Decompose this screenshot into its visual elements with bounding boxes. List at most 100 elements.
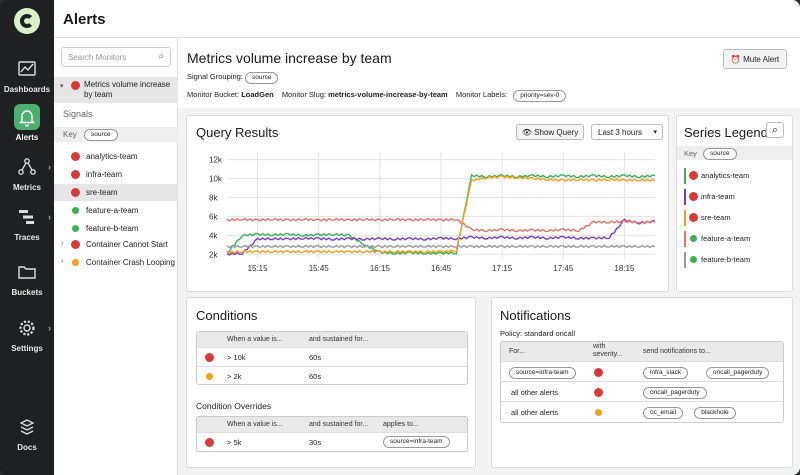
legend-key-label: Key <box>684 149 697 158</box>
nav-metrics-label: Metrics <box>12 183 41 192</box>
severity-red-icon <box>72 241 79 248</box>
signal-grouping-pill: source <box>244 72 279 84</box>
condition-row: > 10k 60s <box>197 347 467 366</box>
signal-item[interactable]: sre-team <box>54 184 178 201</box>
override-value: > 5k <box>227 438 242 447</box>
search-placeholder: Search Monitors <box>68 53 127 62</box>
header: Alerts <box>54 0 800 38</box>
severity-orange-icon <box>206 373 213 380</box>
y-tick-label: 6k <box>209 212 218 221</box>
condition-value: > 10k <box>227 353 246 362</box>
monitor-header: Metrics volume increase by team ⏰ Mute A… <box>178 38 800 108</box>
nav-settings[interactable]: › Settings <box>0 315 54 353</box>
signal-item[interactable]: infra-team <box>54 166 178 183</box>
y-tick-label: 8k <box>209 193 218 202</box>
legend-key-row: Key source <box>677 146 792 160</box>
monitor-meta: Monitor Bucket: LoadGen Monitor Slug: me… <box>187 90 567 102</box>
signal-grouping: Signal Grouping: source <box>187 72 279 84</box>
x-tick-label: 16:15 <box>370 264 391 273</box>
nav-alerts[interactable]: Alerts <box>0 104 54 142</box>
col-value-header: When a value is... <box>227 336 283 343</box>
severity-orange-icon <box>595 409 602 416</box>
severity-red-icon <box>690 172 697 179</box>
signal-item[interactable]: analytics-team <box>54 148 178 165</box>
labels-label: Monitor Labels: <box>455 90 508 99</box>
notifications-card: Notifications Policy: standard oncall Fo… <box>491 297 793 468</box>
series-line-sre-team[interactable] <box>226 175 656 254</box>
severity-green-icon <box>690 235 697 242</box>
bucket-label: Monitor Bucket: <box>187 90 240 99</box>
notification-row: all other alerts oncall_pagerduty <box>501 381 783 401</box>
series-line-feature-a-team[interactable] <box>226 217 656 233</box>
conditions-table: When a value is... and sustained for... … <box>196 331 468 385</box>
mute-alert-button[interactable]: ⏰ Mute Alert <box>723 49 787 69</box>
search-monitors-input[interactable]: Search Monitors ⌕ <box>61 47 171 67</box>
signal-item[interactable]: feature-a-team <box>54 202 178 219</box>
notification-target-pill: infra_slack <box>643 367 689 379</box>
severity-red-icon <box>72 153 79 160</box>
series-line-analytics-team[interactable] <box>226 173 656 256</box>
conditions-title: Conditions <box>196 308 258 323</box>
x-tick-label: 16:45 <box>431 264 452 273</box>
monitor-item[interactable]: › Container Crash Looping <box>54 255 178 271</box>
app-logo[interactable] <box>14 8 40 34</box>
signal-item[interactable]: feature-b-team <box>54 220 178 237</box>
nav-dashboards-label: Dashboards <box>3 85 51 94</box>
signal-item-label: sre-team <box>86 188 118 197</box>
gear-icon <box>19 320 35 336</box>
condition-row: > 2k 60s <box>197 366 467 385</box>
nav-dashboards[interactable]: Dashboards <box>0 56 54 94</box>
col-sustained-header: and sustained for... <box>309 336 369 343</box>
policy-text: Policy: standard oncall <box>500 329 576 338</box>
severity-red-icon <box>595 389 602 396</box>
series-line-infra-team[interactable] <box>226 218 656 256</box>
legend-color-swatch <box>684 189 686 205</box>
condition-sustained: 60s <box>309 353 322 362</box>
severity-red-icon <box>206 354 213 361</box>
override-sustained: 30s <box>309 438 322 447</box>
conditions-table-header: When a value is... and sustained for... <box>197 332 467 347</box>
primary-nav: Dashboards Alerts › Metrics <box>0 0 54 475</box>
legend-item-label: analytics-team <box>701 171 750 180</box>
notifications-table-header: For... with severity... send notificatio… <box>501 342 783 361</box>
col-send-header: send notifications to... <box>643 348 711 355</box>
monitor-item-selected[interactable]: ▾ Metrics volume increase by team <box>54 77 178 103</box>
time-range-select[interactable]: Last 3 hours ▾ <box>591 124 663 140</box>
legend-item[interactable]: analytics-team <box>677 166 792 186</box>
nav-buckets[interactable]: Buckets <box>0 259 54 297</box>
monitor-detail: Metrics volume increase by team ⏰ Mute A… <box>178 38 800 475</box>
signals-heading: Signals <box>54 109 178 121</box>
severity-green-icon <box>690 256 697 263</box>
severity-red-icon <box>690 214 697 221</box>
override-applies-pill: source=infra-team <box>383 436 450 448</box>
legend-search-button[interactable]: ⌕ <box>766 122 784 138</box>
series-line-feature-b-team[interactable] <box>226 244 656 249</box>
legend-item-label: sre-team <box>701 213 731 222</box>
monitor-item[interactable]: › Container Cannot Start <box>54 237 178 253</box>
nav-metrics[interactable]: › Metrics <box>0 154 54 192</box>
mute-icon: ⏰ <box>730 55 741 64</box>
monitor-item-label: Container Crash Looping <box>86 258 175 267</box>
legend-item[interactable]: infra-team <box>677 187 792 207</box>
signal-grouping-label: Signal Grouping: <box>187 72 243 81</box>
page-title: Alerts <box>63 11 106 28</box>
metrics-icon <box>18 158 36 175</box>
condition-value: > 2k <box>227 372 242 381</box>
monitor-list-panel: Search Monitors ⌕ ▾ Metrics volume incre… <box>54 38 178 475</box>
nav-traces[interactable]: › Traces <box>0 204 54 242</box>
nav-docs[interactable]: Docs <box>0 414 54 452</box>
search-icon: ⌕ <box>158 51 164 62</box>
signal-item-label: infra-team <box>86 170 123 179</box>
notification-for-pill: source=infra-team <box>509 367 576 379</box>
notifications-rows: source=infra-team infra_slack oncall_pager… <box>501 361 783 421</box>
main-area: Alerts Search Monitors ⌕ ▾ Metrics volum… <box>54 0 800 475</box>
legend-item[interactable]: feature-a-team <box>677 229 792 249</box>
signals-heading-text: Signals <box>63 109 93 119</box>
eye-icon: 👁 <box>521 128 532 137</box>
show-query-button[interactable]: 👁 Show Query <box>516 124 584 140</box>
query-results-chart[interactable]: 2k 4k 6k 8k 10k 12k 15:15 15:45 16:15 16:45 17:15 1… <box>187 146 668 291</box>
chevron-right-icon: › <box>61 258 64 265</box>
notification-row: source=infra-team infra_slack oncall_pager… <box>501 361 783 381</box>
legend-item[interactable]: feature-b-team <box>677 250 792 270</box>
legend-item[interactable]: sre-team <box>677 208 792 228</box>
